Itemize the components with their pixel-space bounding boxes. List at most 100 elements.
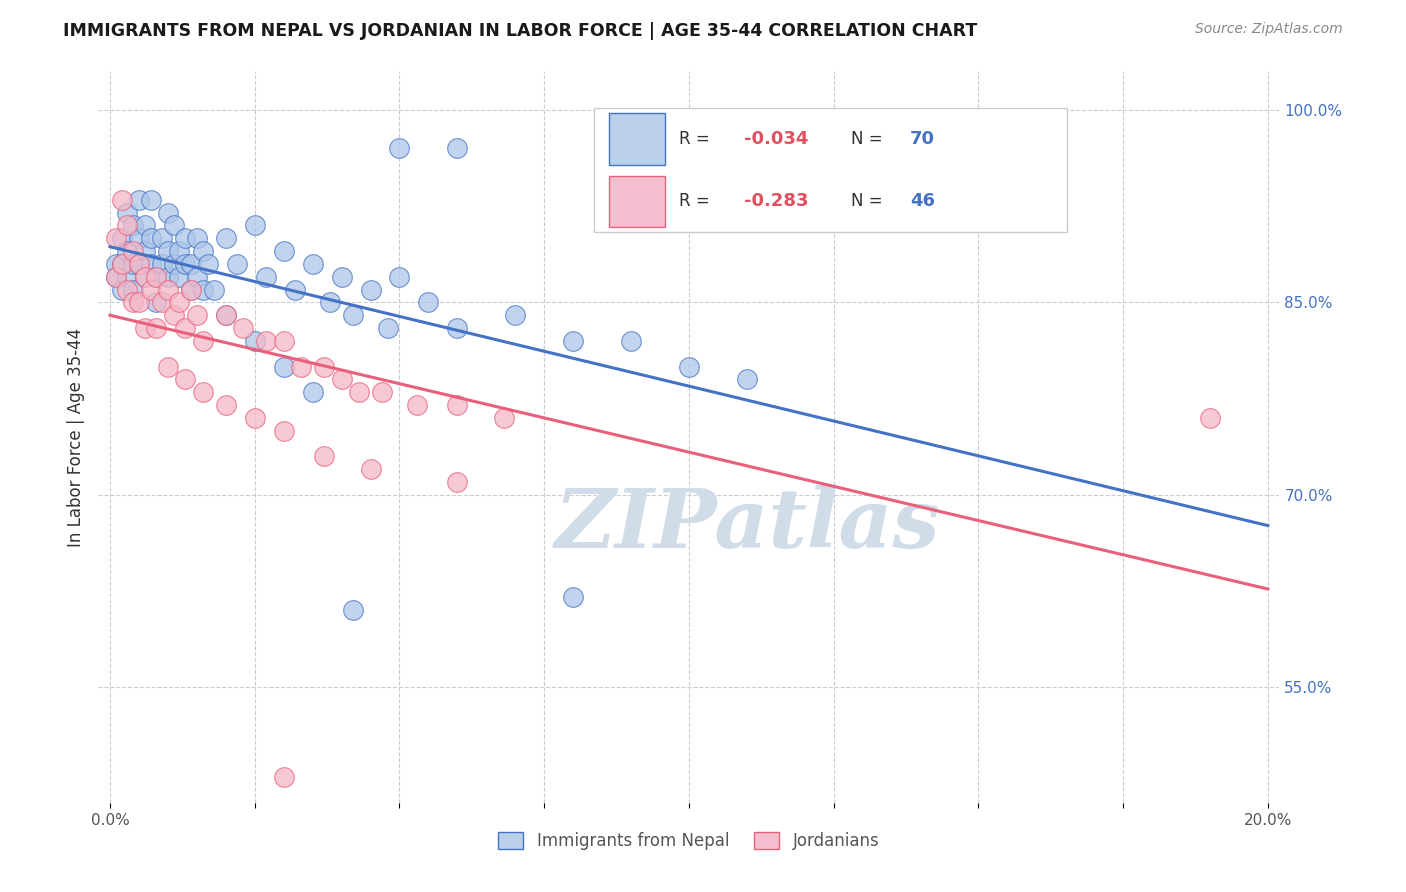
Point (110, 283, 132, 297)
Point (139, 231, 162, 245)
Point (139, 283, 162, 297)
Point (243, 410, 266, 425)
Point (156, 269, 179, 284)
Point (156, 244, 179, 258)
Point (186, 269, 208, 284)
Text: R =: R = (679, 192, 716, 211)
Point (117, 244, 139, 258)
Point (122, 244, 145, 258)
Point (104, 231, 127, 245)
Point (243, 219, 266, 233)
Point (117, 283, 139, 297)
Point (191, 283, 214, 297)
Point (128, 295, 150, 310)
Point (128, 231, 150, 245)
Point (163, 308, 186, 322)
Point (301, 257, 323, 271)
Point (122, 219, 145, 233)
Point (156, 205, 179, 219)
Point (418, 295, 440, 310)
Point (360, 283, 382, 297)
Point (139, 193, 162, 207)
Point (215, 231, 238, 245)
Point (191, 244, 214, 258)
Point (117, 269, 139, 284)
Legend: Immigrants from Nepal, Jordanians: Immigrants from Nepal, Jordanians (492, 825, 886, 856)
Point (314, 359, 336, 374)
Text: N =: N = (851, 192, 887, 211)
Point (290, 359, 312, 374)
Point (134, 269, 156, 284)
Bar (609, 113, 665, 165)
Text: IMMIGRANTS FROM NEPAL VS JORDANIAN IN LABOR FORCE | AGE 35-44 CORRELATION CHART: IMMIGRANTS FROM NEPAL VS JORDANIAN IN LA… (63, 22, 977, 40)
Point (122, 283, 145, 297)
Point (117, 219, 139, 233)
Point (110, 257, 132, 271)
Point (735, 372, 758, 386)
Point (104, 269, 127, 284)
Bar (609, 176, 665, 227)
Point (330, 269, 353, 284)
Point (446, 398, 468, 412)
Point (215, 308, 238, 322)
Point (446, 321, 468, 335)
Point (128, 257, 150, 271)
Point (180, 283, 202, 297)
Point (202, 283, 225, 297)
Point (371, 385, 394, 400)
Point (492, 410, 515, 425)
Text: Source: ZipAtlas.com: Source: ZipAtlas.com (1195, 22, 1343, 37)
Point (243, 334, 266, 348)
Point (215, 308, 238, 322)
Point (377, 321, 399, 335)
Y-axis label: In Labor Force | Age 35-44: In Labor Force | Age 35-44 (66, 327, 84, 547)
Point (191, 385, 214, 400)
Text: N =: N = (851, 130, 887, 148)
Point (150, 231, 173, 245)
Point (110, 231, 132, 245)
Text: ZIPatlas: ZIPatlas (555, 485, 941, 565)
Point (347, 385, 370, 400)
Point (273, 334, 295, 348)
Point (145, 321, 167, 335)
Point (562, 334, 585, 348)
Point (191, 334, 214, 348)
Point (104, 257, 127, 271)
Point (388, 269, 411, 284)
Point (122, 295, 145, 310)
Point (174, 321, 197, 335)
Point (186, 231, 208, 245)
Point (128, 257, 150, 271)
Point (562, 591, 585, 605)
Point (122, 257, 145, 271)
Point (163, 219, 186, 233)
Point (180, 257, 202, 271)
Point (330, 372, 353, 386)
Text: -0.034: -0.034 (744, 130, 808, 148)
Point (254, 269, 277, 284)
Point (273, 770, 295, 784)
Point (360, 462, 382, 476)
Point (150, 295, 173, 310)
Point (174, 257, 197, 271)
Point (342, 308, 364, 322)
Text: R =: R = (679, 130, 716, 148)
Point (163, 257, 186, 271)
Text: 70: 70 (910, 130, 935, 148)
Point (284, 283, 307, 297)
Point (134, 244, 156, 258)
Point (319, 295, 342, 310)
Point (169, 244, 191, 258)
Point (128, 193, 150, 207)
Point (314, 450, 336, 464)
Point (174, 372, 197, 386)
Point (342, 603, 364, 617)
Point (169, 269, 191, 284)
Point (388, 141, 411, 155)
Point (117, 205, 139, 219)
Point (186, 308, 208, 322)
Point (503, 308, 526, 322)
Point (156, 359, 179, 374)
Point (446, 475, 468, 489)
Point (145, 295, 167, 310)
